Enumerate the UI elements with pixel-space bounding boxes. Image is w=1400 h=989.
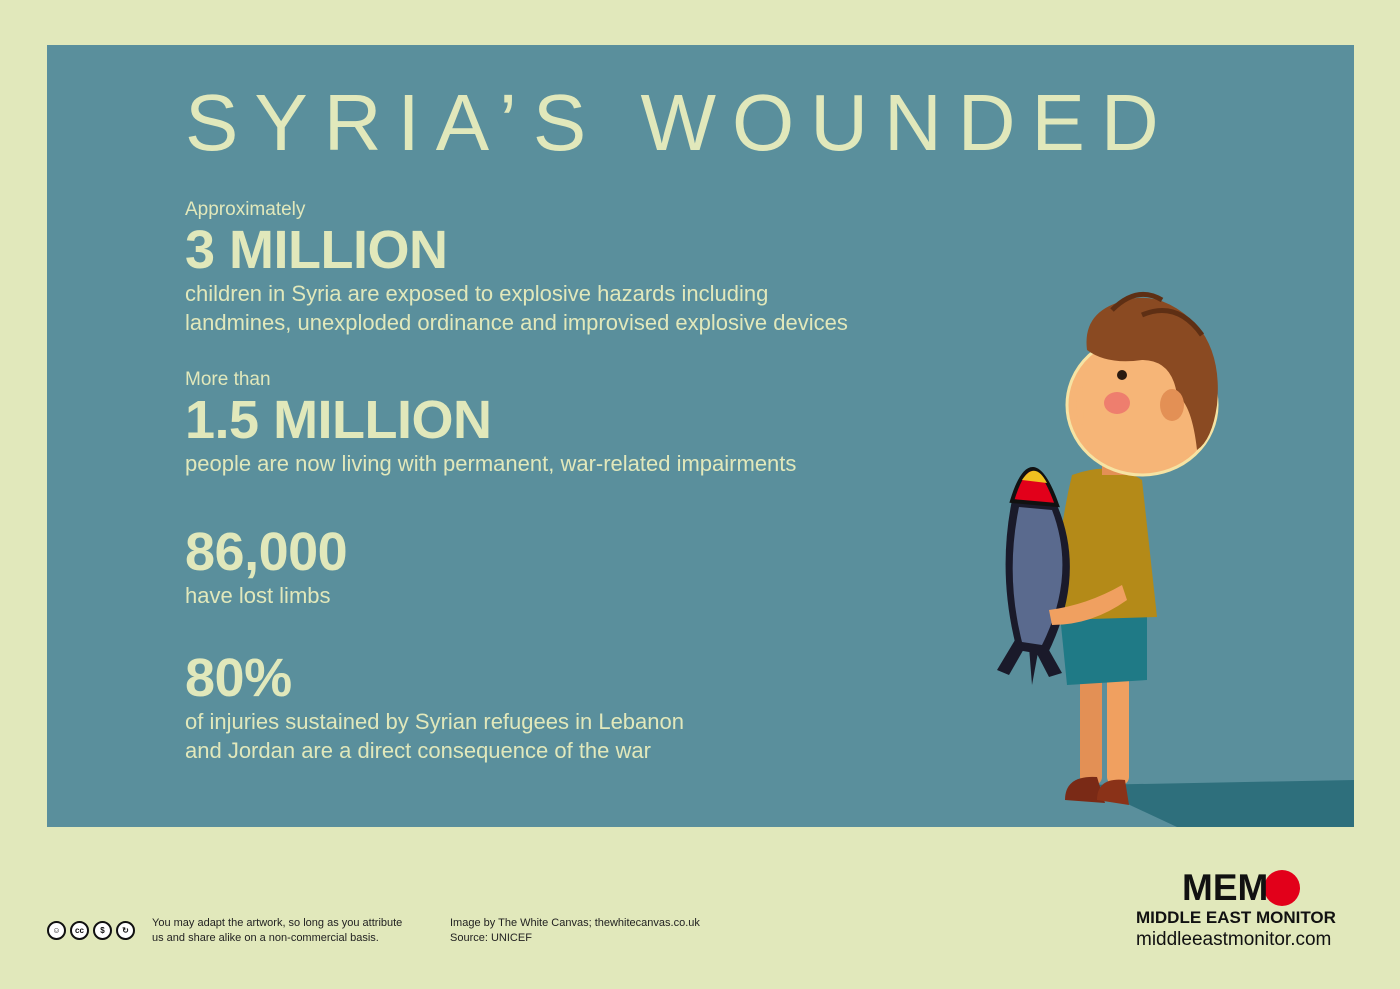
logo-word: MEM [1182, 867, 1269, 908]
license-line: us and share alike on a non-commercial b… [152, 932, 379, 944]
stat-description-line: people are now living with permanent, wa… [185, 451, 797, 476]
boy-holding-bomb-illustration [997, 291, 1354, 827]
stat-description-line: and Jordan are a direct consequence of t… [185, 738, 651, 763]
stat-description-line: children in Syria are exposed to explosi… [185, 281, 769, 306]
nose-shape [1076, 385, 1084, 425]
stat-description: of injuries sustained by Syrian refugees… [185, 707, 684, 765]
bomb-shape [997, 467, 1070, 685]
license-text: You may adapt the artwork, so long as yo… [152, 916, 402, 946]
stat-number: 86,000 [185, 522, 348, 582]
stat-description-line: landmines, unexploded ordinance and impr… [185, 310, 848, 335]
credit-line: Source: UNICEF [450, 932, 532, 944]
cc-logo-icon: cc [70, 921, 89, 940]
license-icons: ☺ cc $ ↻ [47, 921, 135, 940]
credit-line: Image by The White Canvas; thewhitecanva… [450, 917, 700, 929]
stat-block-children: Approximately 3 MILLION children in Syri… [185, 199, 848, 337]
stat-description: have lost limbs [185, 581, 347, 610]
arm-shape [1049, 585, 1127, 625]
cheek-shape [1104, 392, 1130, 414]
stat-number: 80% [185, 648, 292, 708]
stat-number: 1.5 MILLION [185, 390, 492, 450]
stat-block-impairments: More than 1.5 MILLION people are now liv… [185, 369, 796, 478]
logo-name: MIDDLE EAST MONITOR [1136, 908, 1336, 927]
stat-prefix: More than [185, 369, 271, 390]
stat-prefix: Approximately [185, 199, 306, 220]
hair-shape [1086, 297, 1218, 450]
page-title: SYRIA’S WOUNDED [185, 78, 1175, 167]
shoe-shape [1065, 776, 1105, 803]
stat-block-injuries: 80% of injuries sustained by Syrian refu… [185, 649, 684, 765]
infographic-panel: SYRIA’S WOUNDED Approximately 3 MILLION … [47, 45, 1354, 827]
memo-red-dot-icon [1264, 870, 1300, 906]
leg-shape [1080, 655, 1102, 785]
shorts-shape [1060, 615, 1147, 685]
ear-shape [1160, 389, 1184, 421]
shoe-shape [1097, 779, 1129, 805]
logo-url[interactable]: middleeastmonitor.com [1136, 929, 1332, 950]
leg-shape [1107, 655, 1129, 785]
memo-logo[interactable]: MEM MIDDLE EAST MONITOR middleeastmonito… [1136, 867, 1356, 951]
stat-description-line: of injuries sustained by Syrian refugees… [185, 709, 684, 734]
cc-nc-icon: $ [93, 921, 112, 940]
cc-sa-icon: ↻ [116, 921, 135, 940]
stat-description-line: have lost limbs [185, 583, 331, 608]
cc-by-icon: ☺ [47, 921, 66, 940]
shadow-shape [1087, 780, 1354, 827]
stat-description: children in Syria are exposed to explosi… [185, 279, 848, 337]
stat-description: people are now living with permanent, wa… [185, 449, 796, 478]
stat-number: 3 MILLION [185, 220, 448, 280]
license-line: You may adapt the artwork, so long as yo… [152, 917, 403, 929]
stat-block-limbs: 86,000 have lost limbs [185, 522, 348, 610]
credits-text: Image by The White Canvas; thewhitecanva… [450, 916, 700, 946]
shirt-shape [1056, 468, 1157, 620]
eye-shape [1117, 370, 1127, 380]
